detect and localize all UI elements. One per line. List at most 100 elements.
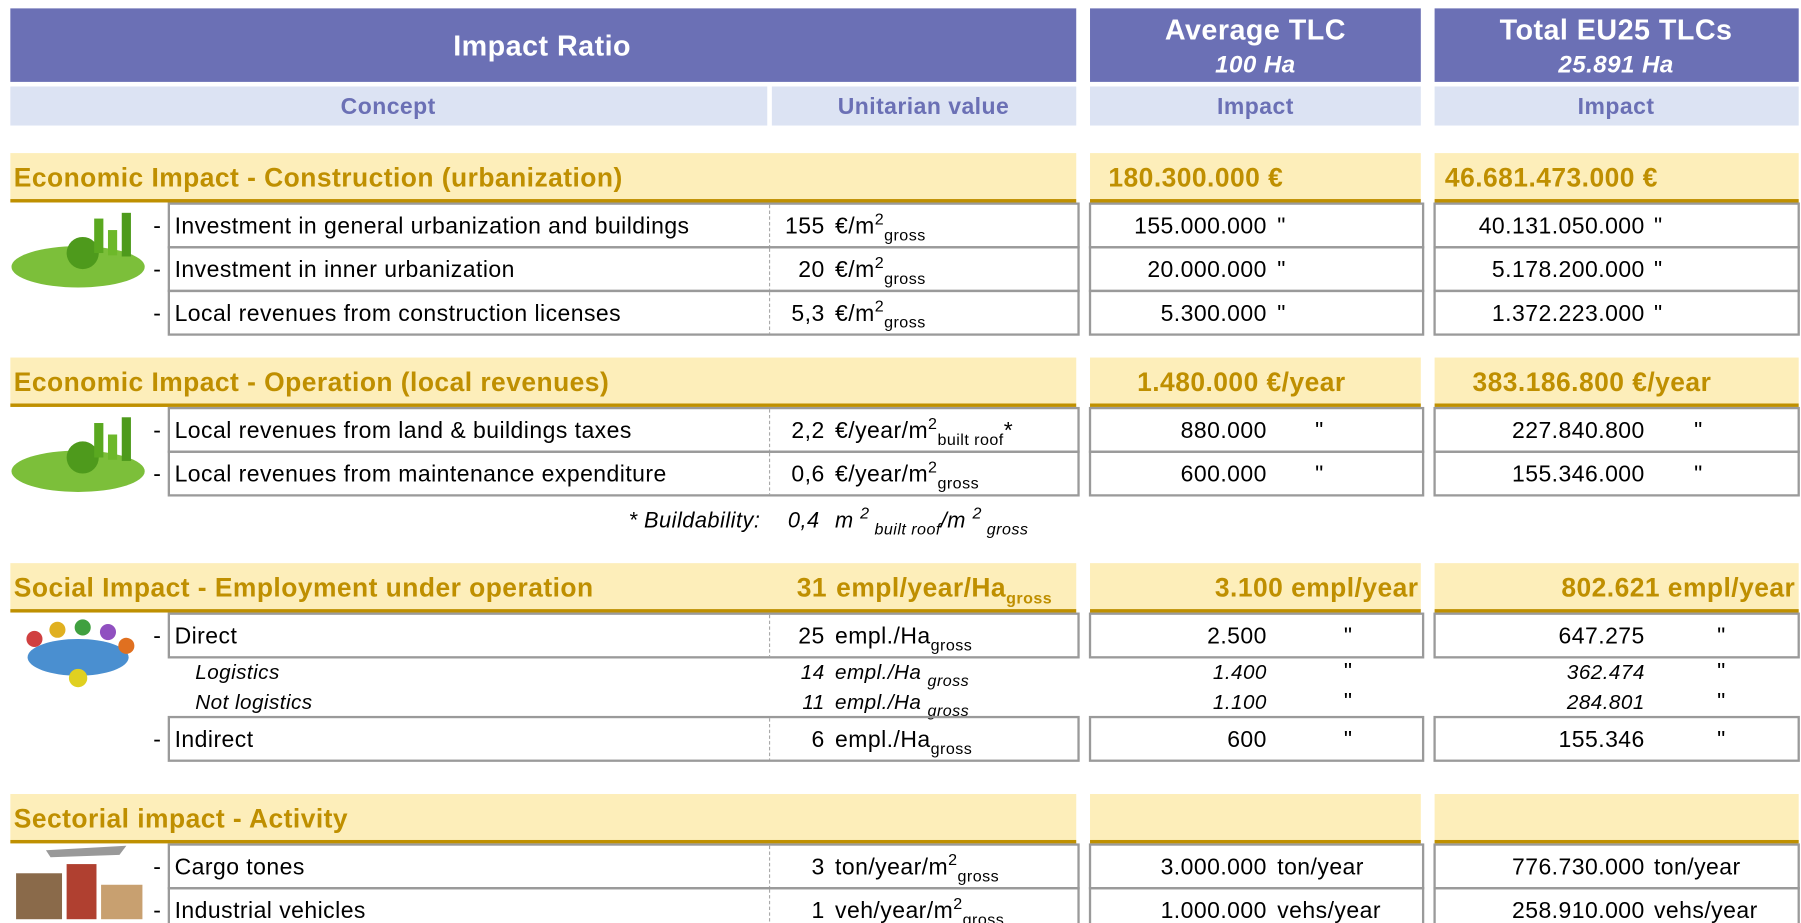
section-total: 46.681.473.000 €: [1445, 162, 1658, 192]
unit-part: built roof: [870, 520, 942, 538]
concept: Local revenues from maintenance expendit…: [175, 461, 667, 487]
unit: empl./Hagross: [835, 623, 972, 655]
concept: Investment in inner urbanization: [175, 256, 515, 282]
section-total: 383.186.800 €/year: [1473, 367, 1712, 397]
section-total: 3.100 empl/year: [1215, 572, 1419, 602]
unit-part: empl./Ha: [835, 691, 928, 714]
unit-part: *: [1004, 417, 1013, 443]
unit-part: €/m: [835, 300, 875, 326]
impact-unit: vehs/year: [1277, 897, 1381, 923]
column-header: Unitarian value: [838, 93, 1010, 119]
unit-value: 25: [798, 623, 824, 649]
unit-value: 6: [811, 726, 824, 752]
unit-value: 2,2: [791, 417, 824, 443]
concept: Not logistics: [195, 691, 312, 714]
impact-value: 1.372.223.000: [1492, 300, 1645, 326]
unit: m 2 built roof/m 2 gross: [835, 504, 1028, 538]
section-rule: [1435, 403, 1799, 406]
unit-part: gross: [931, 740, 973, 758]
unit-part: empl./Ha: [835, 661, 928, 684]
unit: empl./Hagross: [835, 726, 972, 758]
impact-unit: ": [1694, 461, 1703, 487]
row-marker: -: [153, 213, 161, 239]
unit-value: 1: [811, 897, 824, 923]
impact-unit: ": [1344, 726, 1353, 752]
section-total: 802.621 empl/year: [1561, 572, 1795, 602]
row-marker: -: [153, 726, 161, 752]
section-band: [1090, 794, 1421, 840]
section-title: Economic Impact - Construction (urbaniza…: [14, 162, 623, 192]
unit-part: gross: [884, 226, 926, 244]
unit-part: 2: [875, 254, 884, 272]
unit-part: empl./Ha: [835, 726, 931, 752]
unit-part: gross: [937, 474, 979, 492]
concept: Indirect: [175, 726, 254, 752]
unit-part: empl/year/Ha: [836, 572, 1006, 602]
unit-part: gross: [884, 314, 926, 332]
section-rule: [1090, 840, 1421, 843]
section-band: [1435, 794, 1799, 840]
unit-part: €/m: [835, 256, 875, 282]
section-rule: [1435, 609, 1799, 612]
impact-value: 5.300.000: [1161, 300, 1267, 326]
header-title: Average TLC: [1165, 14, 1346, 46]
economic-icon: [11, 417, 144, 492]
column-header: Concept: [341, 93, 436, 119]
unit: €/m2gross: [835, 210, 926, 244]
impact-unit: ": [1344, 623, 1353, 649]
unit-part: gross: [928, 672, 970, 690]
impact-unit: ": [1717, 726, 1726, 752]
unit-value: 5,3: [791, 300, 824, 326]
impact-unit: ton/year: [1277, 853, 1364, 879]
impact-value: 284.801: [1566, 691, 1645, 714]
unit-part: gross: [884, 270, 926, 288]
economic-icon: [11, 213, 144, 288]
impact-unit: ": [1344, 688, 1353, 714]
header-title: Impact Ratio: [453, 30, 631, 62]
impact-unit: ": [1694, 417, 1703, 443]
row-marker: -: [153, 853, 161, 879]
unit: €/m2gross: [835, 298, 926, 332]
unit-part: 2: [928, 415, 937, 433]
header-area: 100 Ha: [1215, 52, 1295, 79]
impact-value: 647.275: [1559, 623, 1645, 649]
section-total: 180.300.000 €: [1108, 162, 1283, 192]
section-rule: [10, 199, 1076, 202]
note-label: * Buildability:: [629, 508, 761, 533]
unit-part: €/year/m: [835, 461, 928, 487]
row-marker: -: [153, 461, 161, 487]
impact-value: 155.346.000: [1512, 461, 1645, 487]
concept: Logistics: [195, 661, 280, 684]
unit-part: 2: [953, 895, 962, 913]
unit-part: €/year/m: [835, 417, 928, 443]
concept: Local revenues from land & buildings tax…: [175, 417, 632, 443]
impact-value: 5.178.200.000: [1492, 256, 1645, 282]
row-marker: -: [153, 256, 161, 282]
unit-part: veh/year/m: [835, 897, 953, 923]
impact-unit: ": [1654, 300, 1663, 326]
page: Impact Ratio Average TLC 100 Ha Total EU…: [0, 0, 1801, 923]
unit-value: 11: [802, 691, 824, 714]
column-header: Impact: [1217, 93, 1294, 119]
unit-part: gross: [958, 867, 1000, 885]
impact-unit: ": [1717, 688, 1726, 714]
unit-part: 2: [875, 210, 884, 228]
section-rule: [1090, 199, 1421, 202]
people-icon: [26, 619, 134, 687]
concept: Industrial vehicles: [175, 897, 366, 923]
unit-part: 2: [928, 458, 937, 476]
section-title: Social Impact - Employment under operati…: [14, 572, 594, 602]
impact-value: 776.730.000: [1512, 853, 1645, 879]
impact-value: 600: [1227, 726, 1267, 752]
impact-unit: ": [1315, 461, 1324, 487]
impact-unit: ": [1277, 256, 1286, 282]
concept: Direct: [175, 623, 238, 649]
unit-part: ton/year/m: [835, 853, 948, 879]
section-rule: [10, 403, 1076, 406]
impact-value: 1.100: [1213, 691, 1267, 714]
unit-value: 155: [785, 213, 825, 239]
impact-value: 1.400: [1213, 661, 1267, 684]
impact-value: 155.346: [1559, 726, 1645, 752]
cargo-icon: [16, 846, 142, 920]
impact-unit: ": [1654, 213, 1663, 239]
